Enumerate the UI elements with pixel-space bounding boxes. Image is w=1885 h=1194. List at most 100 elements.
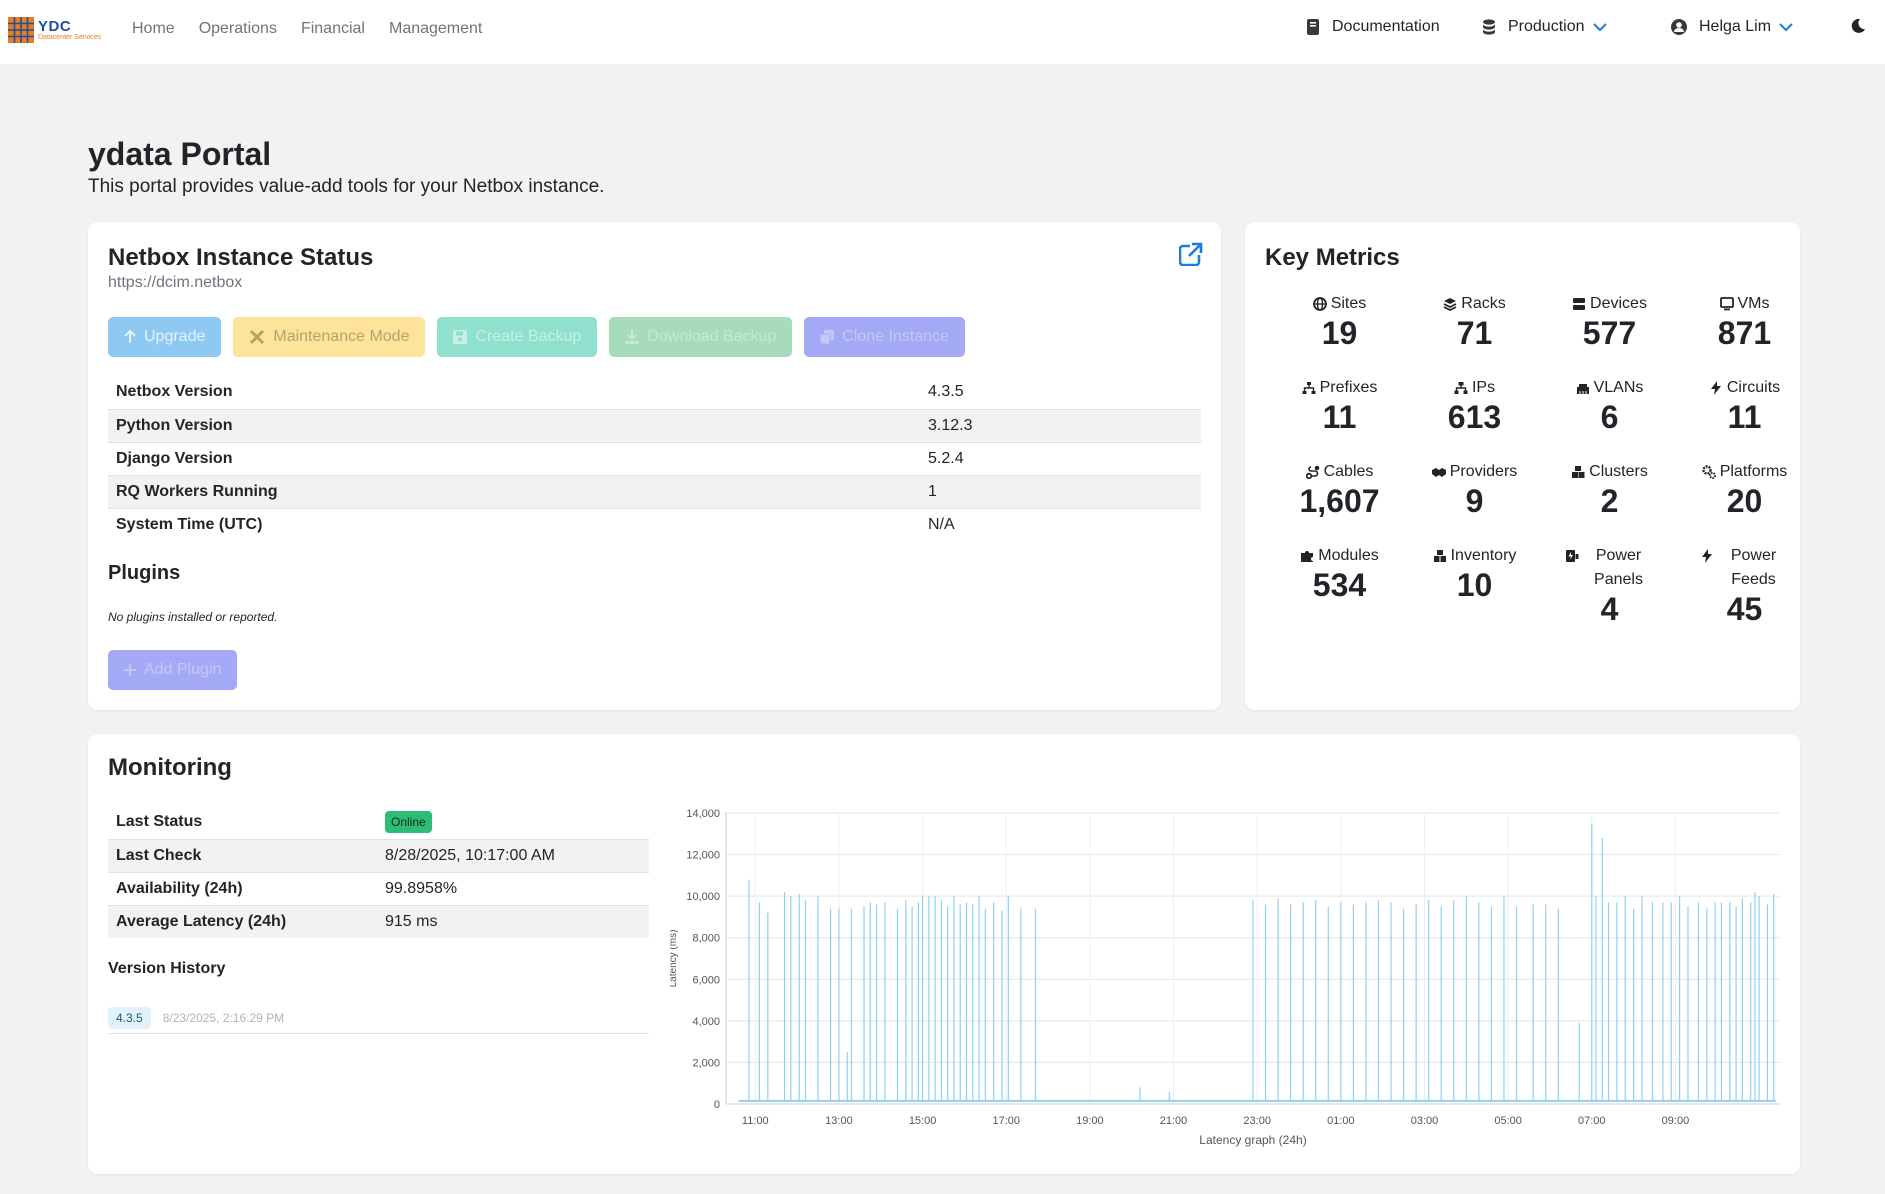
add-plugin-button[interactable]: Add Plugin: [108, 650, 238, 690]
cubes-icon: [1572, 466, 1585, 478]
download-backup-button[interactable]: Download Backup: [609, 317, 793, 357]
metric-label: Cables: [1272, 460, 1407, 484]
netbox-info-table: Netbox Version 4.3.5 Python Version 3.12.3…: [108, 376, 1201, 541]
chevron-down-icon: [1779, 23, 1793, 32]
page-title: ydata Portal: [88, 136, 272, 172]
metric-value: 45: [1726, 591, 1763, 627]
monitor-value: 915 ms: [377, 905, 649, 938]
y-tick-label: 6,000: [692, 974, 720, 986]
x-tick-label: 11:00: [742, 1115, 769, 1127]
metric-label: Inventory: [1407, 544, 1542, 568]
status-badge: Online: [385, 811, 432, 834]
key-metrics-title: Key Metrics: [1265, 244, 1400, 271]
user-dropdown[interactable]: Helga Lim: [1671, 18, 1805, 36]
arrow-up-icon: [124, 330, 136, 343]
metric-inventory[interactable]: Inventory 10: [1407, 544, 1542, 602]
info-key: RQ Workers Running: [108, 475, 920, 509]
download-icon: [625, 330, 640, 344]
environment-label: Production: [1508, 18, 1585, 35]
table-row: Django Version 5.2.4: [108, 442, 1201, 476]
upgrade-label: Upgrade: [144, 328, 206, 345]
create-backup-button[interactable]: Create Backup: [437, 317, 598, 357]
upgrade-button[interactable]: Upgrade: [108, 317, 222, 357]
nav-link-financial[interactable]: Financial: [300, 20, 365, 37]
plus-icon: [124, 664, 136, 676]
x-tick-label: 09:00: [1662, 1115, 1690, 1127]
metric-cables[interactable]: Cables 1,607: [1272, 460, 1407, 518]
metric-vlans[interactable]: VLANs 6: [1542, 376, 1677, 434]
nav-link-operations[interactable]: Operations: [198, 20, 277, 37]
metric-label-text: Power Panels: [1594, 547, 1643, 588]
y-axis-label: Latency (ms): [670, 930, 679, 988]
download-backup-label: Download Backup: [647, 328, 777, 345]
metric-value: 11: [1727, 399, 1762, 435]
documentation-link[interactable]: Documentation: [1306, 18, 1440, 36]
metric-label-text: Providers: [1449, 463, 1518, 480]
x-tick-label: 13:00: [825, 1115, 853, 1127]
environment-dropdown[interactable]: Production: [1482, 18, 1619, 36]
y-tick-label: 0: [714, 1099, 720, 1111]
y-tick-label: 14,000: [686, 808, 720, 820]
x-tick-label: 15:00: [909, 1115, 937, 1127]
table-row: Last Status Online: [108, 806, 649, 840]
info-key: System Time (UTC): [116, 515, 263, 533]
version-badge: 4.3.5: [108, 1006, 151, 1029]
metric-label-text: Platforms: [1719, 463, 1788, 480]
netbox-url[interactable]: https://dcim.netbox: [108, 274, 243, 291]
latency-chart[interactable]: 0 2,000 4,000 6,000 8,000 10,000 12,000 14,000 1…: [670, 800, 1790, 1170]
external-link-icon[interactable]: [1179, 242, 1203, 266]
power-panel-icon: [1565, 550, 1578, 562]
info-value: 1: [920, 475, 1201, 509]
metric-racks[interactable]: Racks 71: [1407, 292, 1542, 350]
metric-ips[interactable]: IPs 613: [1407, 376, 1542, 434]
bolt-icon: [1710, 381, 1721, 395]
metric-value: 9: [1465, 483, 1484, 519]
metric-clusters[interactable]: Clusters 2: [1542, 460, 1677, 518]
page-subtitle: This portal provides value-add tools for…: [88, 176, 605, 197]
monitoring-table: Last Status Online Last Check 8/28/2025, 1…: [108, 806, 649, 938]
table-row: RQ Workers Running 1: [108, 475, 1201, 509]
y-tick-label: 4,000: [692, 1016, 720, 1028]
table-row: Python Version 3.12.3: [108, 409, 1201, 443]
monitor-key: Average Latency (24h): [108, 905, 377, 938]
metric-value: 613: [1447, 399, 1502, 435]
brand-logo[interactable]: YDC Datacenter Services: [8, 16, 103, 44]
metric-power-feeds[interactable]: Power Feeds 45: [1677, 544, 1812, 626]
metric-sites[interactable]: Sites 19: [1272, 292, 1407, 350]
metric-label: Providers: [1407, 460, 1542, 484]
y-tick-label: 2,000: [692, 1057, 720, 1069]
monitor-value: 8/28/2025, 10:17:00 AM: [377, 839, 649, 873]
metric-prefixes[interactable]: Prefixes 11: [1272, 376, 1407, 434]
x-tick-label: 23:00: [1243, 1115, 1271, 1127]
info-value: 3.12.3: [920, 409, 1201, 443]
metric-vms[interactable]: VMs 871: [1677, 292, 1812, 350]
metric-circuits[interactable]: Circuits 11: [1677, 376, 1812, 434]
metric-label-text: Modules: [1318, 547, 1379, 564]
handshake-icon: [1431, 468, 1446, 477]
x-tick-label: 07:00: [1578, 1115, 1606, 1127]
metric-platforms[interactable]: Platforms 20: [1677, 460, 1812, 518]
book-icon: [1307, 19, 1319, 35]
metric-value: 534: [1312, 567, 1367, 603]
ethernet-icon: [1576, 384, 1589, 394]
metric-devices[interactable]: Devices 577: [1542, 292, 1677, 350]
grid-logo-icon: [8, 17, 34, 43]
nav-link-home[interactable]: Home: [132, 20, 175, 37]
add-plugin-label: Add Plugin: [144, 661, 222, 678]
y-tick-label: 10,000: [686, 891, 720, 903]
maintenance-mode-button[interactable]: Maintenance Mode: [233, 317, 426, 357]
metric-providers[interactable]: Providers 9: [1407, 460, 1542, 518]
table-row: Netbox Version 4.3.5: [108, 376, 1201, 410]
theme-toggle[interactable]: [1850, 18, 1878, 34]
puzzle-icon: [1301, 551, 1314, 562]
metric-modules[interactable]: Modules 534: [1272, 544, 1407, 602]
metric-power-panels[interactable]: Power Panels 4: [1542, 544, 1677, 626]
nav-link-management[interactable]: Management: [388, 20, 483, 37]
monitor-key: Last Status: [108, 806, 377, 840]
clone-instance-button[interactable]: Clone Instance: [804, 317, 966, 357]
globe-icon: [1312, 297, 1327, 311]
netbox-status-title: Netbox Instance Status: [108, 244, 374, 271]
metric-label: Power Feeds: [1677, 544, 1812, 592]
plugins-empty-text: No plugins installed or reported.: [108, 610, 278, 624]
info-key: Netbox Version: [108, 376, 920, 410]
